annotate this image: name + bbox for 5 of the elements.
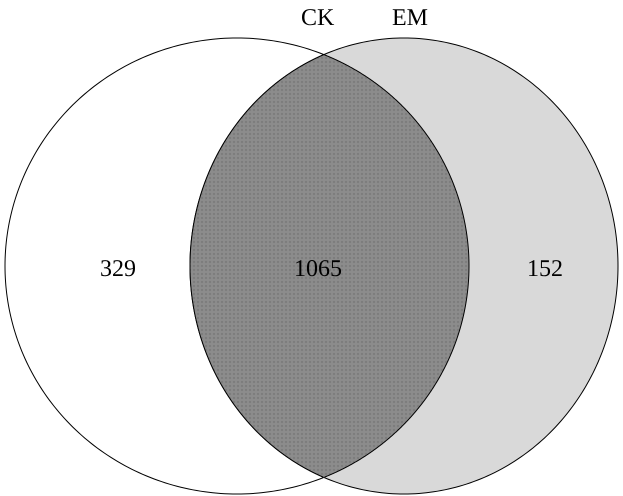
text: CK (301, 5, 336, 31)
data-label: 329 (100, 256, 136, 282)
data-label: 1065 (294, 256, 342, 282)
data-label: 152 (527, 256, 563, 282)
text: EM (392, 5, 428, 31)
